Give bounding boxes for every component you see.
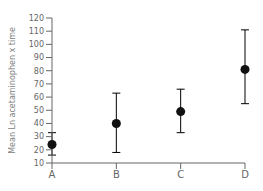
svg-text:80: 80 — [34, 67, 44, 76]
svg-text:60: 60 — [34, 93, 44, 102]
svg-text:110: 110 — [29, 27, 44, 36]
svg-text:50: 50 — [34, 106, 44, 115]
svg-text:D: D — [241, 169, 249, 180]
svg-text:90: 90 — [34, 53, 44, 62]
svg-text:70: 70 — [34, 80, 44, 89]
svg-text:Mean Ln acetaminophen x time: Mean Ln acetaminophen x time — [8, 27, 17, 154]
svg-text:40: 40 — [34, 119, 44, 128]
svg-text:100: 100 — [29, 40, 44, 49]
svg-text:10: 10 — [34, 159, 44, 168]
svg-text:A: A — [49, 169, 56, 180]
svg-text:30: 30 — [34, 132, 44, 141]
svg-text:B: B — [113, 169, 120, 180]
svg-text:20: 20 — [34, 146, 44, 155]
svg-text:C: C — [177, 169, 184, 180]
svg-text:120: 120 — [29, 14, 44, 23]
